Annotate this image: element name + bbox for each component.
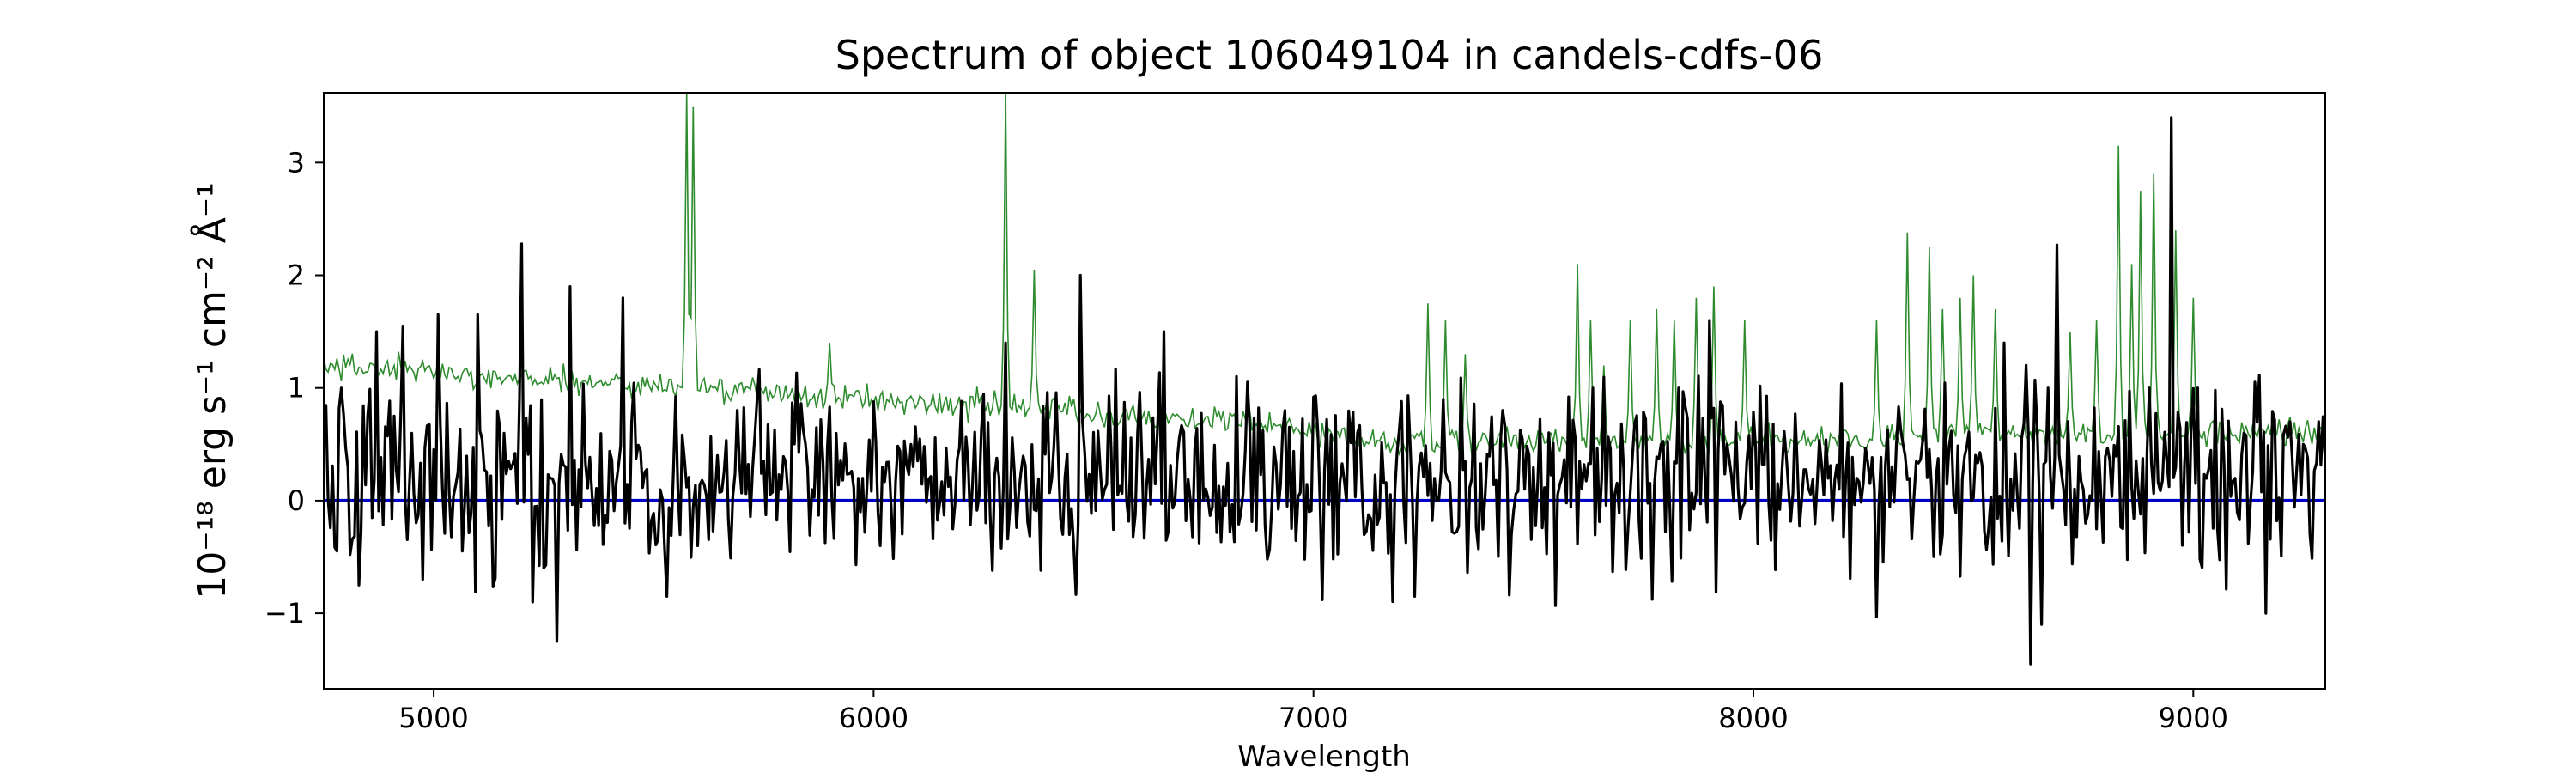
y-tick-label: 2: [288, 259, 305, 292]
x-tick-label: 6000: [839, 702, 908, 734]
y-tick-label: 3: [288, 146, 305, 179]
y-tick-label: 1: [288, 372, 305, 405]
y-axis-label: 10⁻¹⁸ erg s⁻¹ cm⁻² Å⁻¹: [189, 182, 234, 599]
flux-spectrum-line: [324, 116, 2325, 666]
y-axis: −1 0 1 2 3: [264, 146, 324, 630]
x-axis: 5000 6000 7000 8000 9000: [398, 689, 2228, 734]
chart-title: Spectrum of object 106049104 in candels-…: [835, 32, 1824, 78]
x-tick-label: 7000: [1279, 702, 1348, 734]
error-spectrum-line: [324, 93, 2325, 457]
flux-spectrum-layer: [324, 116, 2325, 666]
y-tick-label: 0: [288, 484, 305, 517]
y-tick-label: −1: [264, 597, 305, 630]
x-axis-label: Wavelength: [1237, 740, 1411, 773]
plot-frame: [323, 92, 2326, 690]
x-tick-label: 9000: [2159, 702, 2228, 734]
x-tick-label: 8000: [1718, 702, 1788, 734]
plot-area: [324, 93, 2325, 666]
x-tick-label: 5000: [398, 702, 468, 734]
error-spectrum-layer: [324, 93, 2325, 457]
